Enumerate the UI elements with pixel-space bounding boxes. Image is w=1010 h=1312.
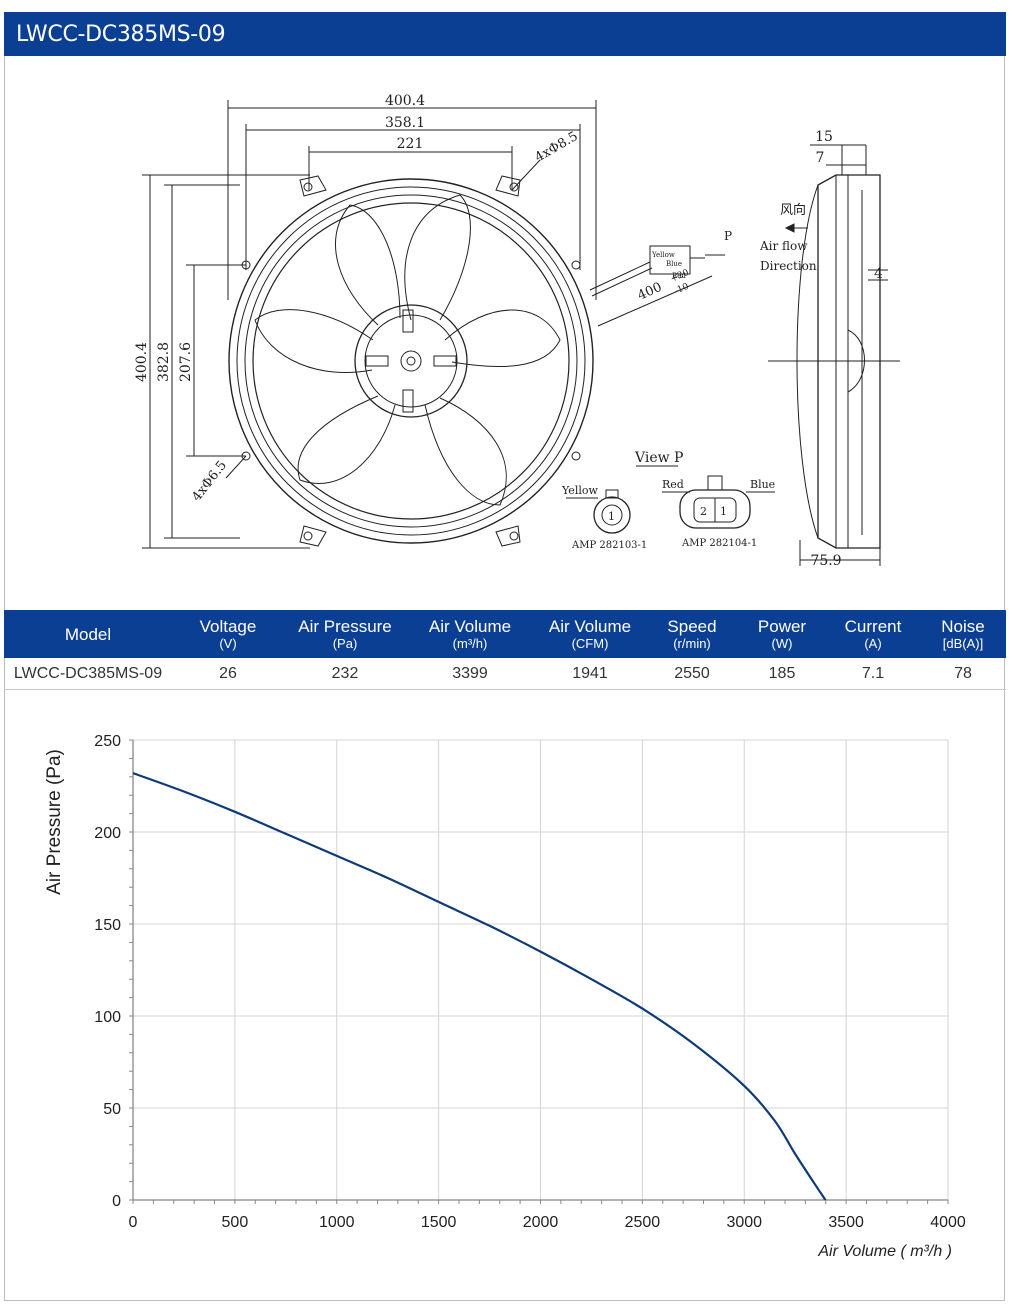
cell-air-pressure: 232 (284, 658, 406, 690)
dim-bolt-height: 382.8 (156, 342, 172, 382)
x-tick-label: 3500 (828, 1214, 864, 1231)
header-power: Power (W) (738, 610, 826, 658)
x-tick-label: 500 (222, 1214, 249, 1231)
y-tick-label: 200 (94, 825, 121, 842)
page-title: LWCC-DC385MS-09 (16, 21, 226, 47)
connector1-pin: 1 (608, 510, 615, 523)
connector2-pin1: 1 (720, 505, 727, 518)
connector1-part: AMP 282103-1 (571, 540, 647, 551)
x-tick-label: 0 (129, 1214, 138, 1231)
connector2-part: AMP 282104-1 (681, 538, 757, 549)
x-axis-label: Air Volume ( m³/h ) (817, 1243, 952, 1260)
header-model: Model (4, 610, 172, 658)
dim-side-4: 4 (874, 266, 883, 282)
spec-table: Model Voltage (V) Air Pressure (Pa) Air Vo… (4, 610, 1006, 690)
x-tick-label: 3000 (726, 1214, 762, 1231)
dim-side-15: 15 (815, 129, 833, 145)
header-noise: Noise [dB(A)] (920, 610, 1006, 658)
dim-lead-tol-minus: -10 (673, 282, 691, 297)
y-tick-label: 150 (94, 917, 121, 934)
chart-ticks (129, 739, 949, 1204)
title-bar: LWCC-DC385MS-09 (4, 12, 1006, 56)
connector2-pin2: 2 (700, 505, 707, 518)
wire-red-label: Red (672, 272, 686, 280)
view-p-title: View P (634, 450, 683, 466)
wire-blue-label: Blue (666, 260, 682, 268)
cell-current: 7.1 (826, 658, 920, 690)
chart-series (132, 772, 827, 1201)
dim-side-7: 7 (816, 150, 825, 166)
x-tick-label: 2000 (523, 1214, 559, 1231)
dim-overall-width: 400.4 (385, 93, 425, 109)
y-axis-label: Air Pressure (Pa) (44, 749, 65, 895)
connector1-yellow-label: Yellow (561, 484, 598, 497)
pressure-curve (132, 772, 827, 1201)
chart-tick-labels: 0 500 1000 1500 2000 2500 3000 3500 4000 0 50 100 15… (94, 733, 966, 1231)
x-tick-label: 1000 (319, 1214, 355, 1231)
performance-chart: 0 500 1000 1500 2000 2500 3000 3500 4000 0 50 100 15… (44, 733, 966, 1260)
header-air-pressure: Air Pressure (Pa) (284, 610, 406, 658)
airflow-cn-label: 风向 (780, 202, 806, 218)
cell-power: 185 (738, 658, 826, 690)
header-voltage: Voltage (V) (172, 610, 284, 658)
airflow-label-line1: Air flow (759, 239, 808, 253)
dim-overall-height: 400.4 (134, 342, 150, 382)
header-current: Current (A) (826, 610, 920, 658)
x-tick-label: 2500 (625, 1214, 661, 1231)
y-tick-label: 50 (103, 1101, 121, 1118)
dim-top-hole: 4xΦ8.5 (533, 129, 581, 165)
header-air-volume-m3h: Air Volume (m³/h) (406, 610, 534, 658)
connector2-blue-label: Blue (750, 478, 775, 491)
cell-air-volume-m3h: 3399 (406, 658, 534, 690)
y-tick-label: 250 (94, 733, 121, 750)
cell-air-volume-cfm: 1941 (534, 658, 646, 690)
connector2-red-label: Red (662, 478, 684, 491)
dim-side-depth: 75.9 (810, 553, 841, 569)
dim-inner-width: 221 (397, 136, 424, 152)
dim-bottom-hole: 4xΦ6.5 (189, 458, 230, 504)
header-air-volume-cfm: Air Volume (CFM) (534, 610, 646, 658)
dim-inner-height: 207.6 (178, 342, 194, 382)
cell-voltage: 26 (172, 658, 284, 690)
spec-header-row: Model Voltage (V) Air Pressure (Pa) Air Vo… (4, 610, 1006, 658)
fan-technical-drawing: 400.4 358.1 221 4xΦ8.5 400.4 382.8 207.6… (134, 93, 900, 569)
dim-bolt-width: 358.1 (385, 115, 425, 131)
cell-model: LWCC-DC385MS-09 (4, 658, 172, 690)
y-tick-label: 100 (94, 1009, 121, 1026)
x-tick-label: 1500 (421, 1214, 457, 1231)
table-row: LWCC-DC385MS-09 26 232 3399 1941 2550 18… (4, 658, 1006, 690)
chart-grid (132, 739, 949, 1201)
y-tick-label: 0 (112, 1193, 121, 1210)
view-p-marker: P (724, 229, 732, 243)
dim-lead-length: 400 (636, 280, 665, 304)
airflow-label-line2: Direction (760, 259, 817, 273)
x-tick-label: 4000 (930, 1214, 966, 1231)
cell-speed: 2550 (646, 658, 738, 690)
header-speed: Speed (r/min) (646, 610, 738, 658)
cell-noise: 78 (920, 658, 1006, 690)
wire-yellow-label: Yellow (651, 251, 675, 259)
